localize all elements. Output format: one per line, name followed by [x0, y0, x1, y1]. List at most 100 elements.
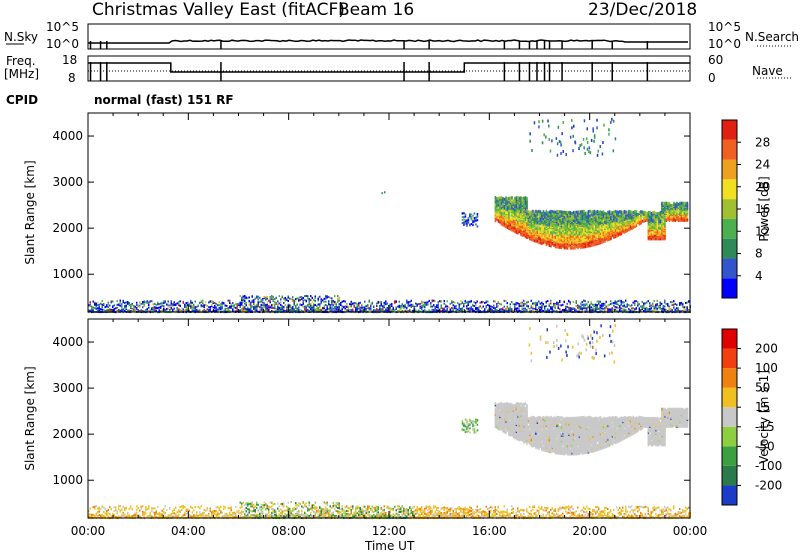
power-cell — [328, 303, 330, 306]
power-cell — [280, 306, 282, 309]
power-cell — [583, 307, 585, 310]
nave-label: Nave — [752, 64, 783, 78]
power-cell — [529, 210, 531, 214]
power-cell — [520, 305, 522, 308]
power-cell — [532, 238, 534, 242]
power-cell — [581, 210, 584, 213]
power-cell — [107, 306, 109, 309]
power-cell — [470, 307, 472, 310]
power-cell — [535, 303, 537, 306]
power-cell — [547, 231, 549, 234]
power-cell — [464, 215, 467, 218]
power-cell — [259, 306, 261, 309]
power-cell — [301, 304, 303, 306]
power-cell — [676, 309, 678, 312]
power-cell — [616, 303, 618, 305]
power-cell — [595, 240, 597, 244]
power-cell — [562, 303, 564, 306]
power-cell — [538, 306, 540, 309]
power-cell — [550, 238, 552, 242]
power-cell — [509, 309, 511, 311]
power-cell — [322, 307, 324, 310]
power-cell — [205, 301, 207, 304]
power-cell — [220, 306, 222, 309]
power-cell — [646, 301, 648, 304]
power-cell — [505, 307, 507, 310]
power-cell — [140, 309, 142, 312]
power-cell — [386, 309, 388, 312]
power-cell — [262, 301, 264, 304]
power-cell — [295, 310, 297, 313]
power-cell — [544, 310, 546, 313]
power-cell — [409, 301, 411, 304]
power-cell — [223, 302, 225, 305]
power-cell — [535, 216, 537, 220]
power-cell — [563, 301, 565, 303]
power-cell — [106, 304, 108, 307]
power-cell — [325, 295, 327, 298]
power-cell — [671, 301, 673, 304]
power-cell — [136, 301, 138, 304]
power-cell — [647, 309, 649, 311]
power-cell — [602, 210, 605, 214]
power-cell — [568, 244, 570, 248]
power-cell — [163, 305, 165, 308]
power-cell — [539, 210, 542, 214]
power-cell — [530, 304, 532, 307]
power-cell — [293, 300, 295, 303]
power-cell — [674, 308, 676, 311]
power-cell — [650, 304, 652, 307]
power-cell — [685, 302, 687, 304]
power-cell — [215, 306, 217, 309]
power-cell — [170, 300, 172, 303]
power-cell — [463, 212, 465, 215]
power-cell — [286, 307, 288, 310]
power-cell — [142, 301, 144, 303]
power-cell — [209, 310, 211, 313]
power-cell — [584, 226, 587, 230]
power-cell — [415, 306, 417, 309]
power-cell — [476, 310, 478, 313]
power-cell — [518, 207, 521, 211]
power-cell — [514, 303, 516, 306]
power-cell — [109, 308, 111, 311]
power-cell — [679, 303, 681, 306]
power-cell — [362, 308, 364, 311]
station-title: Christmas Valley East (fitACF) — [92, 0, 345, 20]
power-cell — [407, 301, 409, 304]
power-cell — [563, 240, 566, 244]
power-cell — [98, 307, 100, 310]
power-cell — [569, 239, 572, 243]
power-cell — [248, 303, 250, 306]
power-cell — [247, 297, 249, 300]
power-cell — [170, 306, 172, 309]
power-cell — [518, 218, 521, 222]
power-cell — [329, 310, 331, 312]
power-cell — [376, 305, 378, 307]
power-cell — [512, 303, 514, 306]
power-cell — [557, 220, 560, 224]
power-cell — [131, 302, 133, 305]
power-cell — [575, 309, 577, 312]
power-cell — [568, 220, 570, 224]
power-cell — [475, 223, 477, 226]
power-cell — [649, 304, 651, 307]
power-cell — [451, 307, 453, 309]
power-cell — [470, 300, 472, 303]
power-cell — [125, 301, 127, 304]
power-cell — [395, 300, 397, 303]
power-cell — [521, 304, 523, 307]
power-cell — [437, 301, 439, 304]
power-cell — [280, 301, 282, 304]
power-cell — [202, 302, 204, 305]
power-cell — [541, 211, 543, 215]
power-cell — [314, 297, 316, 300]
power-cell — [499, 196, 501, 200]
power-cell — [194, 309, 196, 312]
power-cell — [688, 309, 690, 312]
power-cell — [211, 305, 213, 308]
power-cell — [607, 222, 609, 226]
power-cell — [313, 305, 315, 308]
power-cell — [148, 301, 150, 304]
power-cell — [547, 211, 549, 215]
